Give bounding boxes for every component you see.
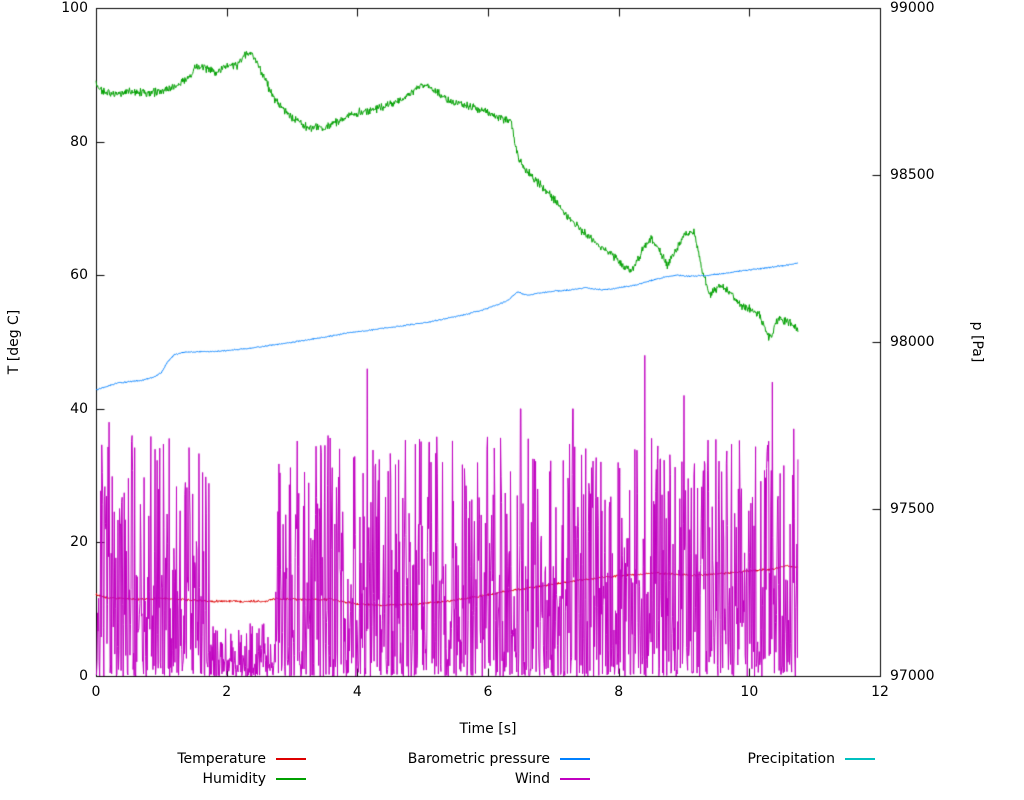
y-right-tick-label: 98000: [890, 334, 935, 350]
y-left-axis-title: T [deg C]: [6, 309, 22, 375]
x-axis-title: Time [s]: [459, 721, 517, 737]
legend-label: Humidity: [202, 771, 266, 787]
y-left-tick-label: 0: [79, 668, 88, 684]
y-left-tick-label: 40: [70, 400, 88, 417]
y-left-tick-label: 100: [61, 0, 88, 16]
x-tick-label: 10: [740, 684, 759, 700]
legend-item-wind: Wind: [515, 770, 590, 788]
x-tick-label: 12: [871, 684, 889, 700]
legend-line-sample: [560, 758, 590, 760]
x-tick-label: 6: [483, 684, 493, 700]
legend-item-barometric-pressure: Barometric pressure: [408, 750, 590, 768]
y-right-tick-label: 97000: [890, 668, 935, 684]
legend-line-sample: [276, 778, 306, 780]
legend-label: Barometric pressure: [407, 751, 550, 767]
legend-item-precipitation: Precipitation: [747, 750, 875, 768]
x-tick-label: 4: [352, 684, 362, 700]
y-left-tick-label: 20: [70, 534, 88, 551]
legend-label: Precipitation: [747, 751, 835, 767]
y-left-tick-label: 60: [70, 267, 88, 284]
y-right-tick-label: 98500: [890, 167, 935, 183]
legend-label: Wind: [514, 771, 550, 787]
legend-line-sample: [845, 758, 875, 760]
y-right-tick-label: 99000: [890, 0, 935, 16]
legend-item-temperature: Temperature: [177, 750, 306, 768]
legend-line-sample: [276, 758, 306, 760]
legend-line-sample: [560, 778, 590, 780]
y-left-tick-label: 80: [70, 133, 88, 150]
x-tick-label: 2: [222, 684, 232, 700]
legend-label: Temperature: [177, 751, 266, 767]
legend-item-humidity: Humidity: [203, 770, 306, 788]
x-tick-label: 0: [91, 684, 101, 700]
y-right-tick-label: 97500: [890, 501, 935, 517]
x-tick-label: 8: [614, 684, 624, 700]
y-right-axis-title: p [Pa]: [969, 321, 985, 363]
